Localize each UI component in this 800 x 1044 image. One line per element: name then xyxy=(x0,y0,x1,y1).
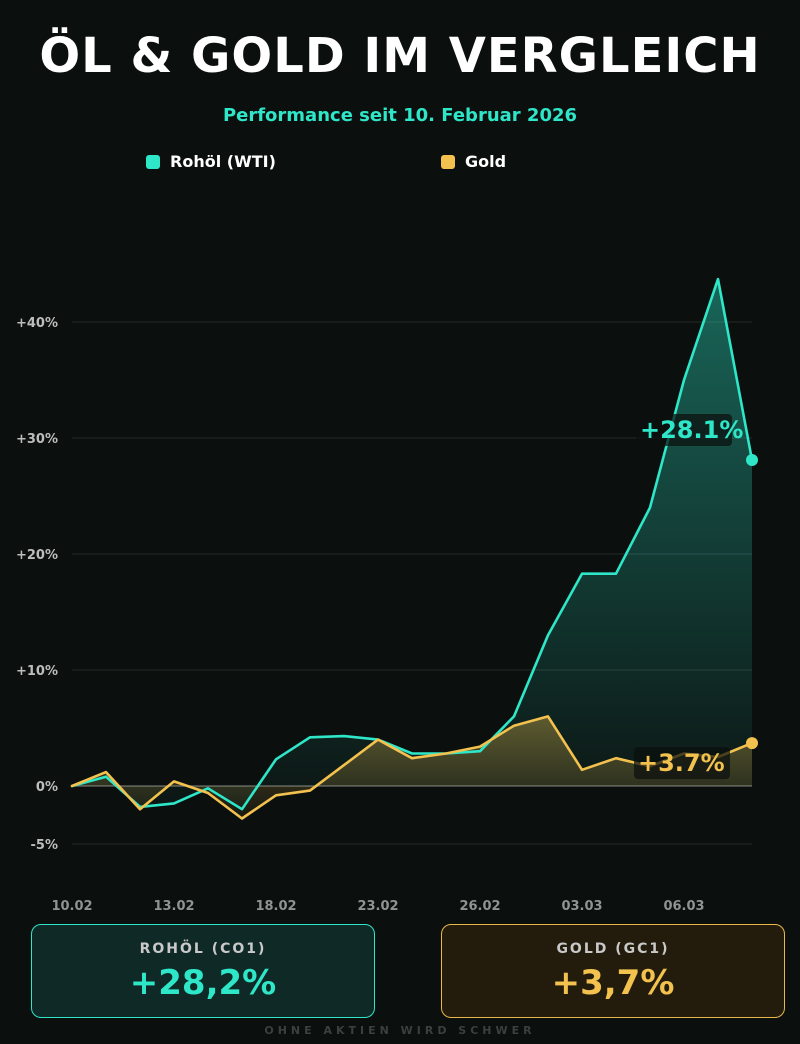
summary-card-gold: GOLD (GC1) +3,7% xyxy=(441,924,785,1018)
x-tick-label: 26.02 xyxy=(459,899,500,914)
card-gold-value: +3,7% xyxy=(551,963,675,1003)
legend-label-gold: Gold xyxy=(465,152,507,171)
y-tick-label: +20% xyxy=(16,548,58,563)
y-tick-label: +40% xyxy=(16,316,58,331)
card-oil-label: ROHÖL (CO1) xyxy=(139,941,267,957)
gold-end-marker[interactable] xyxy=(746,737,758,750)
x-tick-label: 18.02 xyxy=(255,899,296,914)
x-tick-label: 23.02 xyxy=(357,899,398,914)
y-tick-label: -5% xyxy=(31,838,58,853)
page-title: ÖL & GOLD IM VERGLEICH xyxy=(39,28,761,84)
oil-area xyxy=(72,279,752,810)
end-label-backing xyxy=(636,414,732,447)
card-oil-value: +28,2% xyxy=(129,963,277,1003)
y-tick-label: +10% xyxy=(16,664,58,679)
oil-end-label: +28.1% xyxy=(640,416,743,444)
line-chart: -5% 0% +10% +20% +30% +40% 10.02 13.02 18.02 23.0… xyxy=(16,277,758,914)
footer-tagline: OHNE AKTIEN WIRD SCHWER xyxy=(264,1024,536,1037)
y-tick-label: 0% xyxy=(36,780,58,795)
card-gold-label: GOLD (GC1) xyxy=(556,941,670,957)
x-tick-label: 03.03 xyxy=(561,899,602,914)
oil-series-line xyxy=(70,277,754,811)
gold-area xyxy=(72,716,752,819)
y-tick-label: +30% xyxy=(16,432,58,447)
x-tick-label: 06.03 xyxy=(663,899,704,914)
legend-item-oil[interactable]: Rohöl (WTI) xyxy=(146,152,276,171)
end-label-backing xyxy=(634,747,730,780)
oil-end-marker[interactable] xyxy=(746,454,758,467)
x-tick-label: 13.02 xyxy=(153,899,194,914)
gold-end-label: +3.7% xyxy=(638,749,725,777)
x-tick-label: 10.02 xyxy=(51,899,92,914)
page-subtitle: Performance seit 10. Februar 2026 xyxy=(222,105,578,126)
legend-label-oil: Rohöl (WTI) xyxy=(170,152,276,171)
legend-swatch-gold xyxy=(441,154,455,169)
legend-item-gold[interactable]: Gold xyxy=(441,152,506,171)
summary-card-oil: ROHÖL (CO1) +28,2% xyxy=(31,924,375,1018)
legend-swatch-oil xyxy=(146,154,160,169)
